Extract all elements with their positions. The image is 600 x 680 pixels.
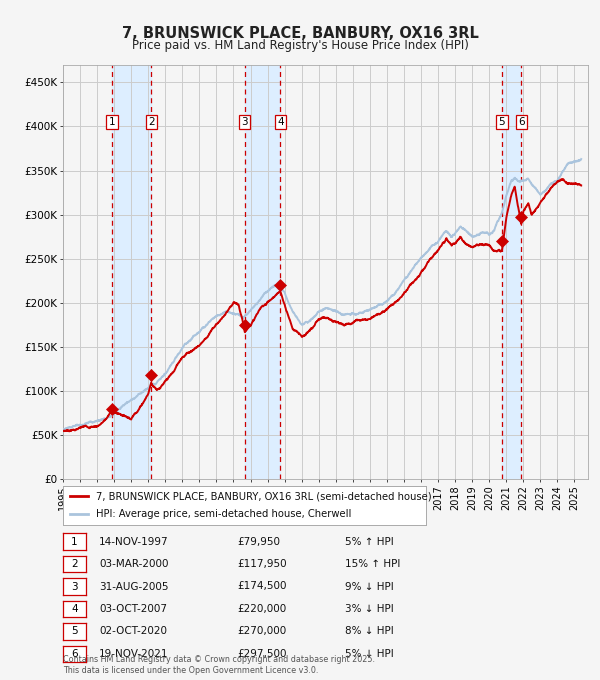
Text: 14-NOV-1997: 14-NOV-1997 bbox=[99, 537, 169, 547]
Text: 4: 4 bbox=[277, 117, 284, 127]
Text: 19-NOV-2021: 19-NOV-2021 bbox=[99, 649, 169, 659]
Text: 2: 2 bbox=[71, 559, 78, 569]
Text: £270,000: £270,000 bbox=[237, 626, 286, 636]
Text: £220,000: £220,000 bbox=[237, 604, 286, 614]
Text: 1: 1 bbox=[71, 537, 78, 547]
Text: 6: 6 bbox=[518, 117, 524, 127]
Text: 9% ↓ HPI: 9% ↓ HPI bbox=[345, 581, 394, 592]
Text: 5: 5 bbox=[71, 626, 78, 636]
Text: 15% ↑ HPI: 15% ↑ HPI bbox=[345, 559, 400, 569]
Text: 03-OCT-2007: 03-OCT-2007 bbox=[99, 604, 167, 614]
Text: 7, BRUNSWICK PLACE, BANBURY, OX16 3RL (semi-detached house): 7, BRUNSWICK PLACE, BANBURY, OX16 3RL (s… bbox=[95, 491, 431, 501]
Text: 7, BRUNSWICK PLACE, BANBURY, OX16 3RL: 7, BRUNSWICK PLACE, BANBURY, OX16 3RL bbox=[122, 26, 478, 41]
Bar bbox=[112, 65, 151, 479]
Text: 5: 5 bbox=[499, 117, 505, 127]
Text: 03-MAR-2000: 03-MAR-2000 bbox=[99, 559, 169, 569]
Text: £79,950: £79,950 bbox=[237, 537, 280, 547]
Text: 3% ↓ HPI: 3% ↓ HPI bbox=[345, 604, 394, 614]
Text: 3: 3 bbox=[242, 117, 248, 127]
Text: 31-AUG-2005: 31-AUG-2005 bbox=[99, 581, 169, 592]
Text: Price paid vs. HM Land Registry's House Price Index (HPI): Price paid vs. HM Land Registry's House … bbox=[131, 39, 469, 52]
Text: 6: 6 bbox=[71, 649, 78, 659]
Text: £174,500: £174,500 bbox=[237, 581, 287, 592]
Text: 8% ↓ HPI: 8% ↓ HPI bbox=[345, 626, 394, 636]
Text: HPI: Average price, semi-detached house, Cherwell: HPI: Average price, semi-detached house,… bbox=[95, 509, 351, 520]
Text: Contains HM Land Registry data © Crown copyright and database right 2025.
This d: Contains HM Land Registry data © Crown c… bbox=[63, 655, 375, 675]
Text: 2: 2 bbox=[148, 117, 154, 127]
Text: £297,500: £297,500 bbox=[237, 649, 287, 659]
Text: 5% ↑ HPI: 5% ↑ HPI bbox=[345, 537, 394, 547]
Text: 02-OCT-2020: 02-OCT-2020 bbox=[99, 626, 167, 636]
Bar bbox=[502, 65, 521, 479]
Bar bbox=[245, 65, 280, 479]
Text: 4: 4 bbox=[71, 604, 78, 614]
Text: 3: 3 bbox=[71, 581, 78, 592]
Text: 5% ↓ HPI: 5% ↓ HPI bbox=[345, 649, 394, 659]
Text: £117,950: £117,950 bbox=[237, 559, 287, 569]
Text: 1: 1 bbox=[109, 117, 115, 127]
